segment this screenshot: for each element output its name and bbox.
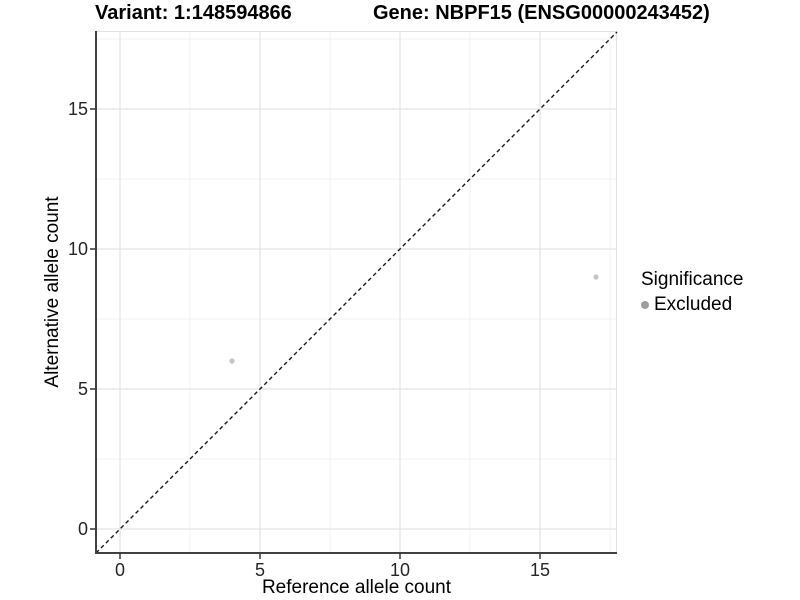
y-axis-title: Alternative allele count — [42, 196, 63, 388]
data-point — [593, 274, 599, 280]
x-tick-label: 0 — [115, 560, 125, 580]
x-axis-title: Reference allele count — [261, 577, 452, 598]
excluded-point-icon — [641, 301, 649, 309]
x-tick-label: 15 — [530, 560, 550, 580]
y-tick-label: 0 — [78, 519, 88, 539]
y-tick-label: 5 — [78, 379, 88, 399]
x-tick-label: 5 — [255, 560, 265, 580]
x-tick-label: 10 — [390, 560, 410, 580]
y-tick-label: 10 — [68, 239, 88, 259]
identity-dashed-line — [95, 31, 618, 554]
data-point — [229, 358, 235, 364]
legend-item-excluded: Excluded — [641, 294, 743, 316]
y-tick-label: 15 — [68, 99, 88, 119]
legend-title: Significance — [641, 269, 744, 290]
variant-title: Variant: 1:148594866 — [95, 2, 292, 24]
legend-item-label: Excluded — [654, 294, 733, 315]
legend: Significance Excluded — [641, 269, 743, 316]
gene-title: Gene: NBPF15 (ENSG00000243452) — [373, 2, 710, 24]
